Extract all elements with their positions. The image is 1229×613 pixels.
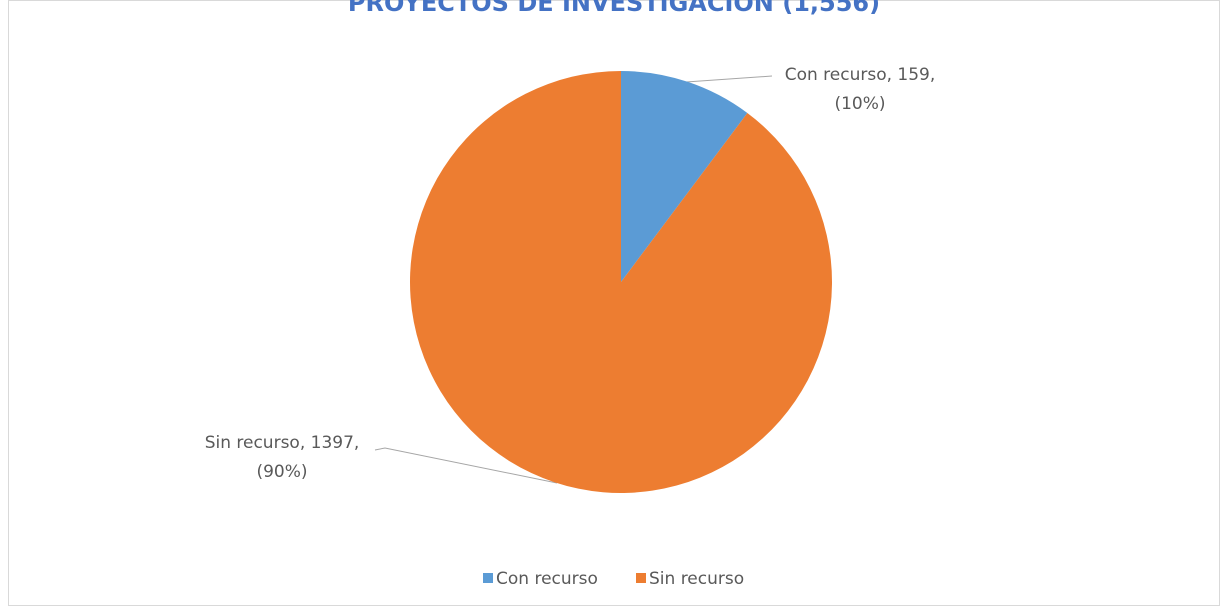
leader-line bbox=[685, 75, 773, 83]
pie-slice bbox=[410, 71, 832, 493]
leader-line bbox=[374, 447, 558, 484]
chart-title: PROYECTOS DE INVESTIGACIÓN (1,556) bbox=[348, 0, 880, 17]
legend-label: Sin recurso bbox=[649, 569, 744, 589]
legend-swatch bbox=[483, 573, 493, 583]
data-label: (10%) bbox=[834, 94, 885, 114]
data-label: Con recurso, 159, bbox=[785, 65, 936, 85]
data-label: (90%) bbox=[256, 462, 307, 482]
legend-label: Con recurso bbox=[496, 569, 598, 589]
data-label: Sin recurso, 1397, bbox=[205, 433, 360, 453]
legend-swatch bbox=[636, 573, 646, 583]
pie-slice bbox=[621, 71, 748, 282]
